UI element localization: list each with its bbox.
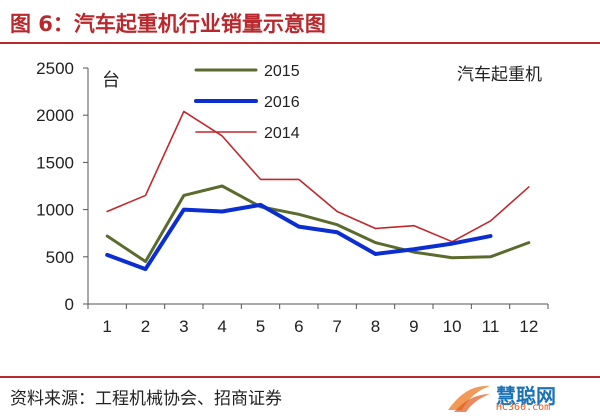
x-tick-label: 12 bbox=[519, 317, 538, 336]
x-tick-label: 11 bbox=[482, 317, 500, 336]
y-tick-label: 2000 bbox=[36, 106, 74, 125]
x-tick-label: 3 bbox=[179, 317, 188, 336]
x-tick-label: 9 bbox=[409, 317, 418, 336]
source-note: 资料来源：工程机械协会、招商证券 bbox=[10, 389, 282, 409]
y-axis-unit-label: 台 bbox=[102, 70, 120, 91]
figure-title: 图 6：汽车起重机行业销量示意图 bbox=[10, 12, 326, 36]
y-tick-label: 1000 bbox=[36, 201, 74, 220]
watermark-logo: 慧聪网 HC360.com bbox=[444, 380, 594, 416]
series-line-2016 bbox=[105, 202, 493, 272]
y-tick-label: 0 bbox=[65, 295, 74, 314]
series-line-2014 bbox=[106, 110, 530, 243]
x-tick-label: 4 bbox=[217, 317, 226, 336]
x-tick-label: 1 bbox=[102, 317, 111, 336]
legend-label: 2014 bbox=[264, 125, 300, 142]
watermark-swoosh-icon bbox=[448, 385, 490, 412]
x-tick-label: 5 bbox=[256, 317, 265, 336]
chart-title: 汽车起重机 bbox=[457, 65, 542, 85]
y-tick-label: 500 bbox=[46, 248, 74, 267]
legend-label: 2016 bbox=[264, 94, 300, 111]
title-divider bbox=[0, 42, 600, 44]
watermark-text: 慧聪网 bbox=[496, 384, 556, 408]
watermark-subtext: HC360.com bbox=[496, 402, 551, 413]
x-tick-label: 2 bbox=[141, 317, 150, 336]
x-tick-label: 8 bbox=[371, 317, 380, 336]
title-bar: 图 6：汽车起重机行业销量示意图 bbox=[0, 0, 600, 46]
x-tick-label: 6 bbox=[294, 317, 303, 336]
series-line-2015 bbox=[105, 184, 531, 264]
x-tick-label: 7 bbox=[332, 317, 341, 336]
y-tick-label: 2500 bbox=[36, 59, 74, 78]
y-tick-label: 1500 bbox=[36, 153, 74, 172]
legend-label: 2015 bbox=[264, 63, 300, 80]
source-divider bbox=[0, 376, 600, 378]
x-tick-label: 10 bbox=[443, 317, 462, 336]
